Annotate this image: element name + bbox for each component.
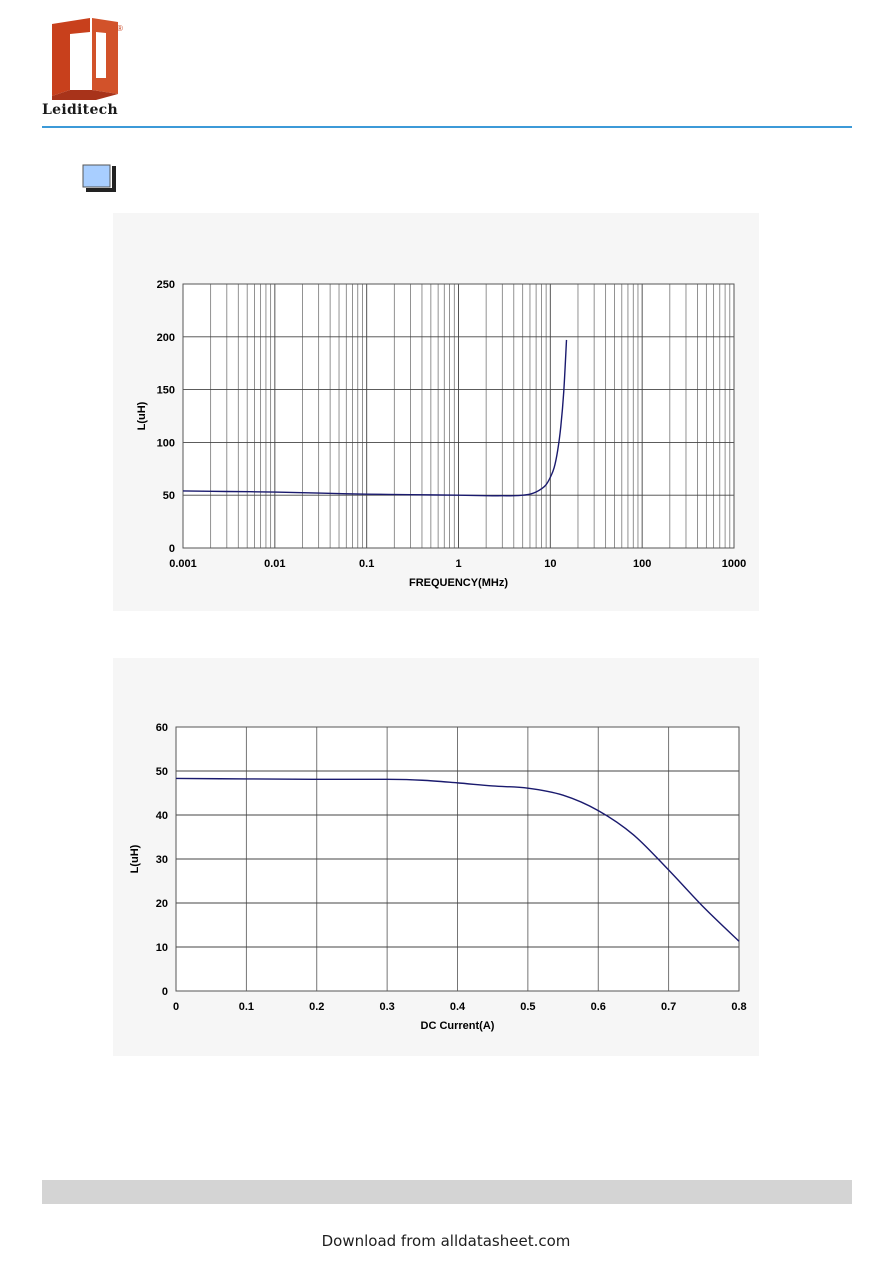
chart2-x-axis-label: DC Current(A) — [421, 1020, 495, 1032]
chart2-x-tick-label: 0.7 — [661, 1001, 676, 1013]
chart1-plot-frame — [182, 283, 735, 549]
chart2-y-tick-label: 0 — [162, 986, 168, 998]
chart2-x-tick-label: 0.8 — [731, 1001, 746, 1013]
footer-text: Download from alldatasheet.com — [321, 1232, 571, 1250]
chart1-y-tick-label: 100 — [157, 437, 175, 449]
chart2-y-tick-label: 30 — [156, 854, 168, 866]
chart2-y-tick-label: 10 — [156, 942, 168, 954]
chart1-y-tick-label: 0 — [169, 543, 175, 555]
chart1-x-axis-label: FREQUENCY(MHz) — [409, 577, 508, 589]
chart2-y-tick-label: 40 — [156, 810, 168, 822]
chart2-x-tick-label: 0.6 — [591, 1001, 606, 1013]
chart1-y-axis-label: L(uH) — [136, 401, 148, 430]
chart2-svg: 0 10 20 30 40 50 60 0 0.1 0.2 0.3 0.4 0.5 0.6 0.7 0.8 DC… — [129, 722, 747, 1032]
brand-name: Leiditech — [42, 102, 118, 118]
chart1-x-tick-label: 1000 — [722, 558, 746, 570]
chart1-y-tick-label: 250 — [157, 279, 175, 291]
chart1-y-tick-label: 200 — [157, 332, 175, 344]
chart2-x-tick-label: 0.2 — [309, 1001, 324, 1013]
header-divider — [42, 126, 852, 128]
chart2-y-tick-label: 60 — [156, 722, 168, 734]
brand-logo: ® Leiditech — [38, 16, 138, 120]
chart-inductance-vs-frequency: 0 50 100 150 200 250 0.001 0.01 0.1 1 10 100 1000 FRE… — [113, 213, 759, 611]
chart1-x-tick-label: 0.1 — [359, 558, 374, 570]
chart2-y-tick-label: 20 — [156, 898, 168, 910]
chart1-x-tick-label: 1 — [455, 558, 461, 570]
chart-inductance-vs-dc-current: 0 10 20 30 40 50 60 0 0.1 0.2 0.3 0.4 0.5 0.6 0.7 0.8 DC… — [113, 658, 759, 1056]
chart1-x-tick-label: 0.01 — [264, 558, 285, 570]
footer-bar — [42, 1180, 852, 1204]
leiditech-logo-icon — [52, 18, 118, 100]
chart1-x-tick-label: 0.001 — [169, 558, 197, 570]
chart1-series-line-0 — [182, 339, 568, 497]
chart1-x-tick-label: 10 — [544, 558, 556, 570]
chart2-x-tick-label: 0.1 — [239, 1001, 254, 1013]
chart1-y-tick-label: 150 — [157, 385, 175, 397]
section-bullet-icon — [82, 164, 116, 192]
chart2-y-tick-label: 50 — [156, 766, 168, 778]
chart2-plot-frame — [175, 726, 740, 992]
chart2-x-tick-label: 0.5 — [520, 1001, 535, 1013]
registered-mark: ® — [117, 24, 123, 33]
chart2-x-tick-label: 0.3 — [379, 1001, 394, 1013]
chart1-x-tick-label: 100 — [633, 558, 651, 570]
chart1-svg: 0 50 100 150 200 250 0.001 0.01 0.1 1 10 100 1000 FRE… — [136, 279, 746, 589]
chart2-x-tick-label: 0.4 — [450, 1001, 466, 1013]
chart2-series-line-0 — [175, 777, 740, 942]
chart1-y-tick-label: 50 — [163, 490, 175, 502]
chart2-x-tick-label: 0 — [173, 1001, 179, 1013]
chart2-y-axis-label: L(uH) — [129, 844, 141, 873]
